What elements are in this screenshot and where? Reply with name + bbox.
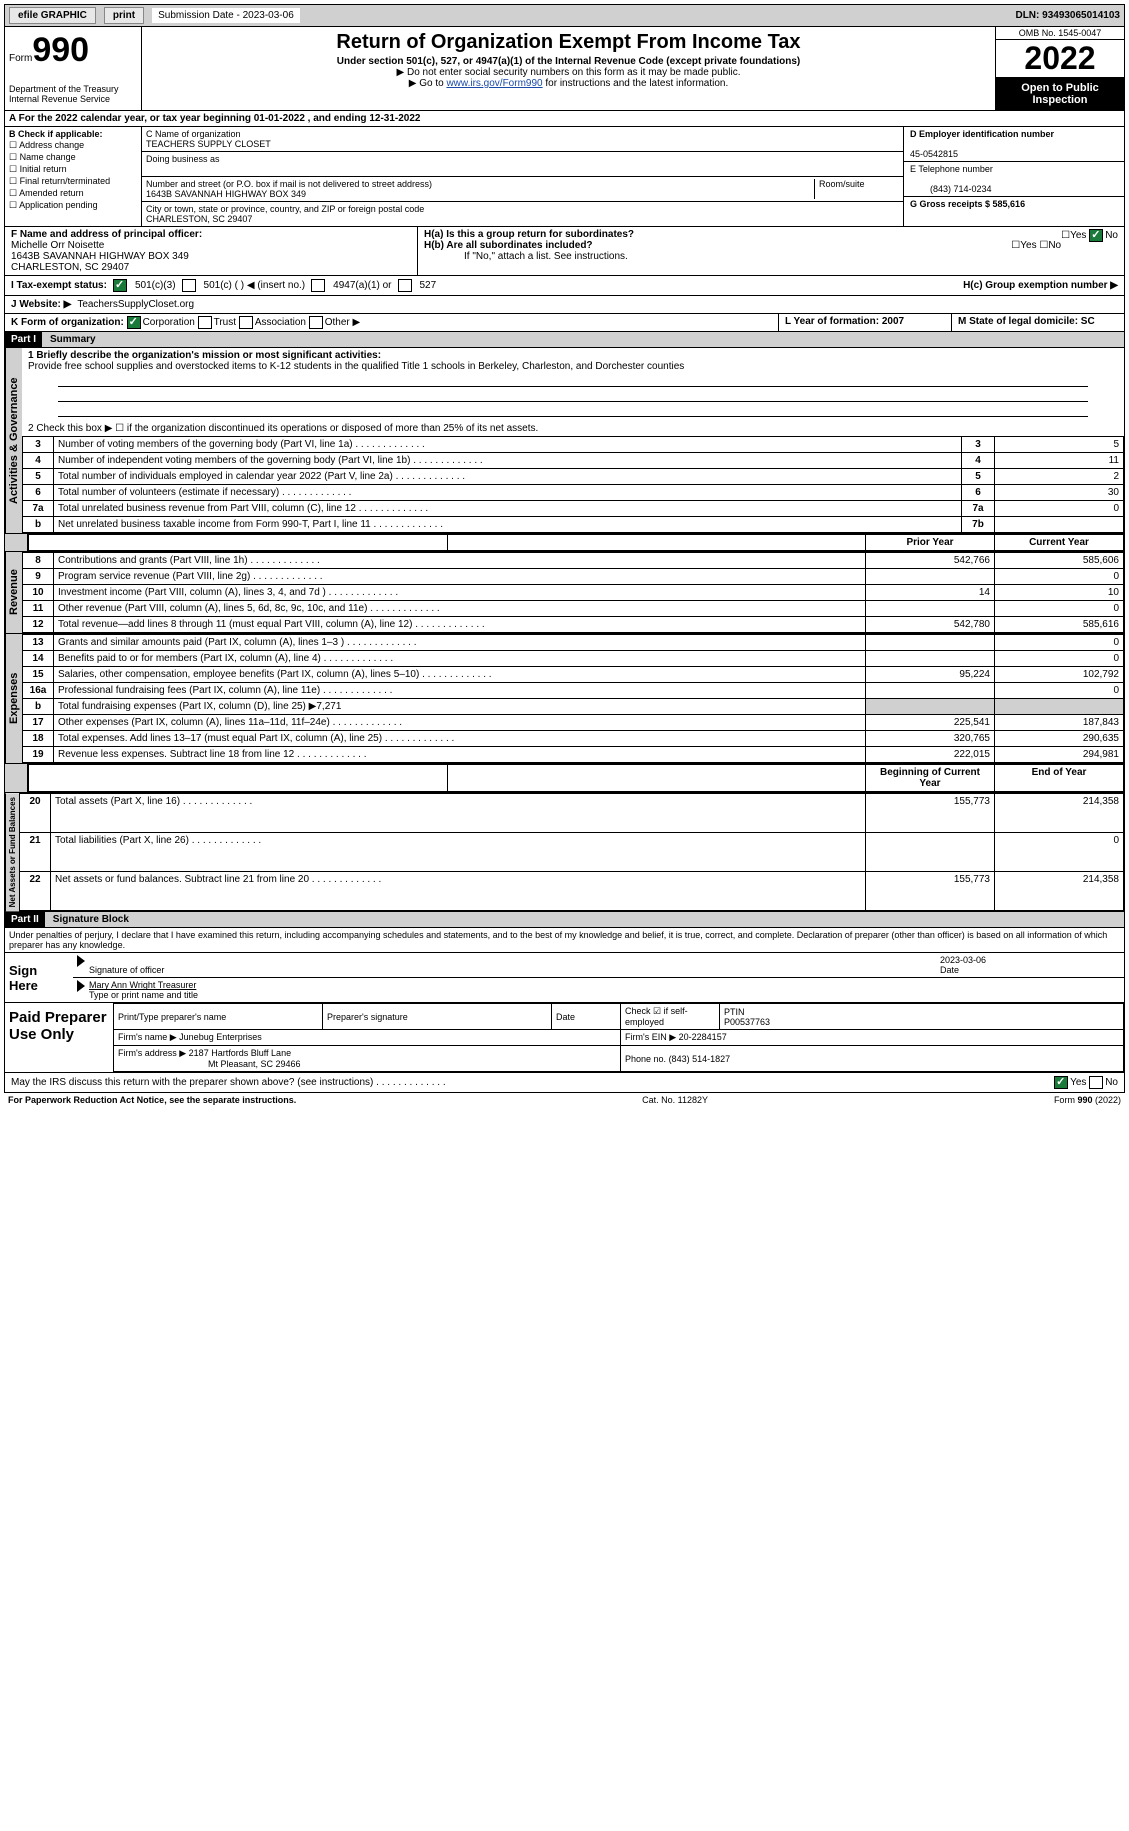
section-h: H(a) Is this a group return for subordin… — [418, 227, 1124, 275]
chk-address-change[interactable]: ☐ Address change — [9, 140, 137, 151]
footer-left: For Paperwork Reduction Act Notice, see … — [8, 1095, 296, 1105]
org-street: 1643B SAVANNAH HIGHWAY BOX 349 — [146, 189, 306, 199]
officer-name: Michelle Orr Noisette — [11, 240, 104, 251]
chk-discuss-yes[interactable] — [1054, 1076, 1068, 1089]
tab-netassets: Net Assets or Fund Balances — [5, 793, 19, 911]
officer-sig-name: Mary Ann Wright Treasurer — [89, 980, 196, 990]
chk-amended[interactable]: ☐ Amended return — [9, 188, 137, 199]
form-header: Form990 Department of the Treasury Inter… — [4, 27, 1125, 111]
sign-here-label: Sign Here — [5, 953, 73, 1002]
chk-other[interactable] — [309, 316, 323, 329]
line1-label: 1 Briefly describe the organization's mi… — [28, 350, 381, 361]
tab-expenses: Expenses — [5, 634, 22, 763]
chk-discuss-no[interactable] — [1089, 1076, 1103, 1089]
firm-phone: (843) 514-1827 — [669, 1054, 731, 1064]
discuss-text: May the IRS discuss this return with the… — [11, 1077, 446, 1088]
omb-no: OMB No. 1545-0047 — [996, 27, 1124, 40]
tab-revenue: Revenue — [5, 552, 22, 633]
mission-text: Provide free school supplies and oversto… — [28, 361, 684, 372]
line2: 2 Check this box ▶ ☐ if the organization… — [28, 423, 1118, 434]
section-f: F Name and address of principal officer:… — [5, 227, 418, 275]
line-i: I Tax-exempt status: — [11, 280, 107, 291]
form-number: 990 — [32, 31, 89, 69]
tab-activities: Activities & Governance — [5, 348, 22, 533]
chk-corp[interactable] — [127, 316, 141, 329]
hint-link: ▶ Go to www.irs.gov/Form990 for instruct… — [144, 78, 993, 89]
website: TeachersSupplyCloset.org — [77, 299, 194, 310]
footer-right: Form 990 (2022) — [1054, 1095, 1121, 1105]
chk-self-employed[interactable]: Check ☑ if self-employed — [625, 1006, 688, 1027]
hint-ssn: ▶ Do not enter social security numbers o… — [144, 67, 993, 78]
chk-527[interactable] — [398, 279, 412, 292]
org-name: TEACHERS SUPPLY CLOSET — [146, 139, 271, 149]
irs-link[interactable]: www.irs.gov/Form990 — [446, 78, 542, 89]
chk-name-change[interactable]: ☐ Name change — [9, 152, 137, 163]
dept-label: Department of the Treasury Internal Reve… — [9, 84, 137, 104]
dln: DLN: 93493065014103 — [1015, 10, 1120, 21]
line-a: A For the 2022 calendar year, or tax yea… — [4, 111, 1125, 127]
section-c: C Name of organizationTEACHERS SUPPLY CL… — [142, 127, 903, 226]
line-k: K Form of organization: Corporation Trus… — [5, 314, 779, 331]
ein: 45-0542815 — [910, 149, 958, 159]
org-city: CHARLESTON, SC 29407 — [146, 214, 252, 224]
form-label: Form — [9, 53, 32, 64]
chk-application[interactable]: ☐ Application pending — [9, 200, 137, 211]
line-l: L Year of formation: 2007 — [779, 314, 952, 331]
officer-addr: 1643B SAVANNAH HIGHWAY BOX 349 CHARLESTO… — [11, 251, 189, 273]
line-m: M State of legal domicile: SC — [952, 314, 1124, 331]
chk-trust[interactable] — [198, 316, 212, 329]
open-to-public: Open to Public Inspection — [996, 78, 1124, 110]
tax-year: 2022 — [996, 40, 1124, 78]
ptin: P00537763 — [724, 1017, 770, 1027]
chk-501c[interactable] — [182, 279, 196, 292]
part1-hdr: Part I — [5, 332, 42, 347]
firm-name: Junebug Enterprises — [179, 1032, 262, 1042]
firm-ein: 20-2284157 — [679, 1032, 727, 1042]
part2-hdr: Part II — [5, 912, 45, 927]
chk-final-return[interactable]: ☐ Final return/terminated — [9, 176, 137, 187]
arrow-icon — [77, 980, 85, 992]
footer-cat: Cat. No. 11282Y — [642, 1095, 708, 1105]
line-j: J Website: ▶ — [11, 299, 71, 310]
penalty-text: Under penalties of perjury, I declare th… — [4, 928, 1125, 953]
section-d: D Employer identification number45-05428… — [903, 127, 1124, 226]
submission-date: Submission Date - 2023-03-06 — [152, 8, 300, 23]
summary-table: 3Number of voting members of the governi… — [22, 436, 1124, 533]
chk-ha-no[interactable] — [1089, 229, 1103, 242]
line-hc: H(c) Group exemption number ▶ — [963, 280, 1118, 291]
section-b: B Check if applicable: ☐ Address change … — [5, 127, 142, 226]
chk-assoc[interactable] — [239, 316, 253, 329]
chk-initial-return[interactable]: ☐ Initial return — [9, 164, 137, 175]
phone: (843) 714-0234 — [910, 184, 992, 194]
topbar: efile GRAPHIC print Submission Date - 20… — [4, 4, 1125, 27]
form-title: Return of Organization Exempt From Incom… — [144, 31, 993, 54]
paid-prep-label: Paid Preparer Use Only — [5, 1003, 113, 1072]
sig-date: 2023-03-06 — [940, 955, 986, 965]
arrow-icon — [77, 955, 85, 967]
chk-501c3[interactable] — [113, 279, 127, 292]
chk-4947[interactable] — [311, 279, 325, 292]
firm-addr: 2187 Hartfords Bluff Lane — [189, 1048, 291, 1058]
form-subtitle: Under section 501(c), 527, or 4947(a)(1)… — [144, 56, 993, 67]
gross-receipts: G Gross receipts $ 585,616 — [910, 199, 1025, 209]
print-button[interactable]: print — [104, 7, 144, 24]
efile-button[interactable]: efile GRAPHIC — [9, 7, 96, 24]
